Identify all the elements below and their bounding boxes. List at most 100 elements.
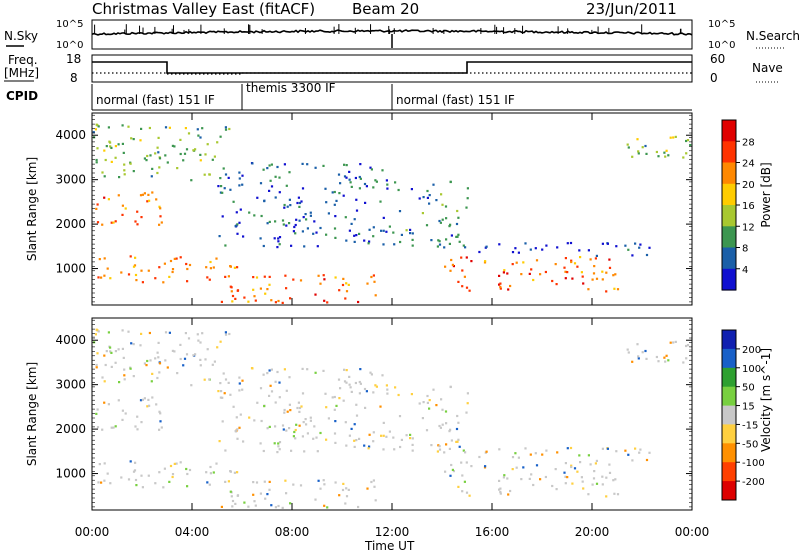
power-cell xyxy=(288,198,291,201)
power-cell xyxy=(127,273,131,276)
power-cell xyxy=(164,126,168,129)
power-cell xyxy=(524,242,527,245)
velocity-cell xyxy=(233,471,236,474)
velocity-cell xyxy=(358,380,361,384)
velocity-cell xyxy=(182,364,185,367)
velocity-cell xyxy=(277,445,280,448)
velocity-cell xyxy=(511,468,514,471)
colorbar-tick-label: 24 xyxy=(742,159,755,170)
power-cell xyxy=(637,150,640,153)
velocity-cell xyxy=(582,487,585,490)
power-cell xyxy=(298,219,301,222)
velocity-cell xyxy=(297,401,300,404)
velocity-cell xyxy=(282,428,285,431)
power-cell xyxy=(132,265,136,268)
velocity-cell xyxy=(306,368,309,371)
velocity-cell xyxy=(648,451,651,454)
velocity-cell xyxy=(372,440,375,443)
power-cell xyxy=(154,152,157,155)
power-cell xyxy=(234,297,237,300)
power-cell xyxy=(430,239,433,242)
power-cell xyxy=(587,249,590,252)
velocity-cell xyxy=(222,372,225,375)
velocity-cell xyxy=(103,380,106,383)
power-cell xyxy=(535,259,539,262)
velocity-cell xyxy=(372,391,375,394)
velocity-cell xyxy=(664,360,667,363)
power-cell xyxy=(107,198,110,201)
velocity-cell xyxy=(440,398,443,401)
velocity-cell xyxy=(511,456,515,459)
velocity-cell xyxy=(288,403,291,406)
power-cell xyxy=(373,280,376,283)
velocity-cell xyxy=(103,354,106,357)
velocity-cell xyxy=(285,492,288,495)
power-cell xyxy=(601,270,604,273)
power-cell xyxy=(176,167,179,170)
velocity-cell xyxy=(601,475,604,478)
velocity-cell xyxy=(409,433,412,436)
velocity-cell xyxy=(314,371,317,374)
velocity-cell xyxy=(438,448,442,451)
beam-label: Beam 20 xyxy=(352,0,419,18)
velocity-cell xyxy=(141,398,144,401)
velocity-cell xyxy=(569,446,573,450)
velocity-cell xyxy=(259,492,262,495)
power-cell xyxy=(674,135,677,138)
power-cell xyxy=(149,154,152,157)
velocity-cell xyxy=(457,421,460,424)
power-cell xyxy=(570,259,573,262)
power-cell xyxy=(289,297,292,300)
power-cell xyxy=(262,168,265,171)
velocity-cell xyxy=(608,463,611,466)
power-cell xyxy=(449,180,452,183)
power-cell xyxy=(255,276,259,279)
velocity-cell xyxy=(355,403,358,406)
velocity-cell xyxy=(158,428,161,431)
power-cell xyxy=(455,235,458,238)
velocity-cell xyxy=(171,473,175,476)
power-cell xyxy=(92,131,95,134)
velocity-cell xyxy=(644,349,647,353)
velocity-cell xyxy=(411,449,414,452)
velocity-cell xyxy=(223,392,226,395)
power-cell xyxy=(281,301,284,304)
velocity-cell xyxy=(579,461,582,464)
power-cell xyxy=(457,233,460,236)
velocity-cell xyxy=(545,449,548,452)
velocity-cell xyxy=(136,428,139,431)
power-cell xyxy=(156,171,159,175)
velocity-cell xyxy=(127,478,131,481)
velocity-cell xyxy=(190,384,193,387)
velocity-cell xyxy=(591,483,594,486)
velocity-cell xyxy=(96,408,99,411)
power-cell xyxy=(456,235,459,238)
velocity-cell xyxy=(117,348,120,351)
power-cell xyxy=(171,144,174,147)
velocity-cell xyxy=(185,353,189,356)
velocity-cell xyxy=(445,443,448,446)
velocity-cell xyxy=(592,477,596,480)
power-cell xyxy=(350,222,353,225)
velocity-cell xyxy=(96,352,99,355)
velocity-cell xyxy=(132,470,136,473)
power-cell xyxy=(162,281,165,284)
velocity-cell xyxy=(359,368,362,371)
velocity-cell xyxy=(422,401,425,404)
nave-tick-top: 60 xyxy=(710,52,725,66)
velocity-cell xyxy=(94,333,97,336)
power-cell xyxy=(570,260,573,264)
velocity-cell xyxy=(229,490,232,493)
power-cell xyxy=(266,222,269,225)
velocity-cell xyxy=(186,485,189,488)
velocity-cell xyxy=(466,392,469,395)
power-cell xyxy=(594,257,597,260)
power-cell xyxy=(605,290,608,293)
velocity-cell xyxy=(358,392,361,395)
power-cell xyxy=(466,187,469,190)
cpid-segment-label: normal (fast) 151 IF xyxy=(96,93,215,107)
velocity-cell xyxy=(101,428,104,431)
power-cell xyxy=(101,171,104,174)
velocity-cell xyxy=(580,476,583,479)
power-cell xyxy=(441,218,444,221)
